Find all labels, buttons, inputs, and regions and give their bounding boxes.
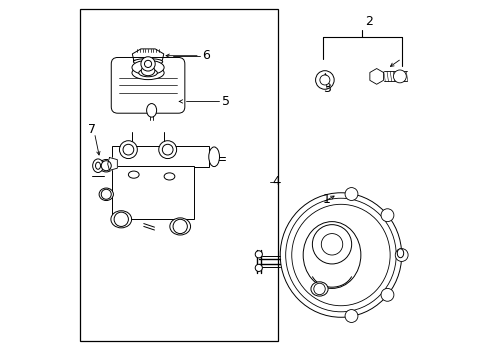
Circle shape [144, 60, 151, 67]
Circle shape [101, 189, 111, 199]
Bar [112, 166, 194, 219]
Circle shape [119, 141, 137, 158]
Circle shape [123, 144, 134, 155]
Circle shape [101, 161, 111, 171]
Circle shape [141, 57, 155, 71]
Bar [112, 146, 208, 167]
Ellipse shape [139, 69, 157, 77]
Polygon shape [369, 68, 383, 84]
Circle shape [394, 249, 407, 261]
Circle shape [393, 70, 406, 83]
Ellipse shape [315, 71, 333, 89]
Circle shape [114, 212, 128, 226]
Circle shape [173, 219, 187, 234]
Circle shape [255, 251, 262, 258]
Circle shape [159, 141, 176, 158]
Text: 5: 5 [222, 95, 229, 108]
Circle shape [313, 283, 325, 295]
Ellipse shape [146, 104, 156, 117]
Ellipse shape [396, 249, 403, 258]
Ellipse shape [208, 147, 219, 167]
Ellipse shape [111, 211, 131, 228]
Ellipse shape [310, 282, 327, 296]
Text: 4: 4 [272, 175, 280, 188]
Circle shape [380, 209, 393, 222]
Circle shape [380, 288, 393, 301]
Ellipse shape [99, 188, 113, 201]
Ellipse shape [93, 159, 103, 172]
Circle shape [312, 225, 351, 264]
Ellipse shape [133, 59, 163, 65]
FancyBboxPatch shape [111, 58, 184, 113]
Circle shape [255, 264, 262, 271]
Ellipse shape [303, 222, 360, 288]
Text: 1: 1 [322, 193, 329, 206]
Text: 2: 2 [365, 14, 373, 27]
Ellipse shape [95, 162, 101, 169]
Polygon shape [107, 157, 117, 170]
Ellipse shape [128, 171, 139, 178]
Circle shape [345, 310, 357, 323]
Ellipse shape [132, 60, 164, 75]
Polygon shape [132, 49, 163, 60]
Circle shape [162, 144, 173, 155]
Text: 6: 6 [202, 49, 210, 62]
Ellipse shape [141, 66, 155, 76]
Ellipse shape [99, 159, 113, 172]
Ellipse shape [169, 218, 190, 235]
Ellipse shape [132, 66, 164, 80]
Ellipse shape [164, 173, 175, 180]
Circle shape [345, 188, 357, 201]
Text: 3: 3 [323, 82, 330, 95]
Ellipse shape [291, 204, 389, 306]
Text: 7: 7 [88, 123, 96, 136]
Circle shape [321, 234, 342, 255]
Ellipse shape [319, 75, 329, 85]
Ellipse shape [280, 193, 401, 317]
Ellipse shape [285, 198, 395, 312]
Bar [80, 9, 278, 341]
